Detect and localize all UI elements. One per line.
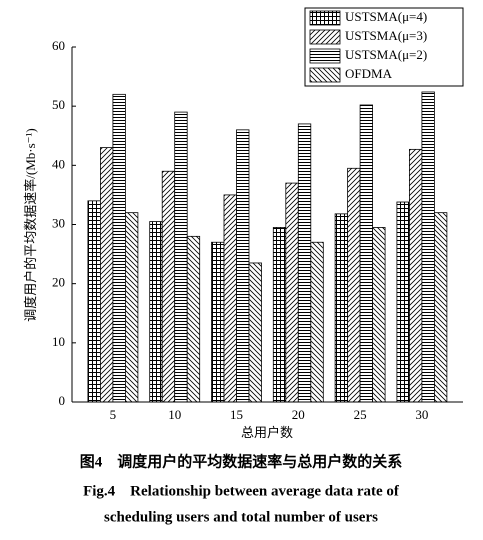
bar bbox=[408, 148, 423, 403]
bar bbox=[87, 200, 101, 403]
bar bbox=[211, 241, 225, 403]
legend-swatch bbox=[309, 48, 341, 64]
caption-cn: 图4 调度用户的平均数据速率与总用户数的关系 bbox=[80, 452, 403, 470]
x-axis-label: 总用户数 bbox=[241, 425, 293, 440]
bar bbox=[100, 147, 114, 403]
caption-en: scheduling users and total number of use… bbox=[104, 509, 378, 525]
bar bbox=[421, 91, 435, 403]
legend-swatch bbox=[309, 10, 341, 26]
bar bbox=[372, 227, 386, 403]
x-tick-label: 15 bbox=[230, 407, 243, 422]
y-tick-label: 0 bbox=[59, 393, 66, 408]
bar bbox=[310, 241, 324, 403]
x-tick-label: 20 bbox=[292, 407, 305, 422]
bar bbox=[359, 104, 374, 403]
legend-label: OFDMA bbox=[345, 66, 393, 81]
x-tick-label: 5 bbox=[110, 407, 117, 422]
y-tick-label: 10 bbox=[52, 334, 65, 349]
bar bbox=[223, 194, 237, 403]
bar bbox=[272, 227, 287, 403]
legend-label: USTSMA(μ=2) bbox=[345, 47, 427, 62]
x-tick-label: 10 bbox=[168, 407, 181, 422]
bar bbox=[347, 167, 361, 403]
x-tick-label: 30 bbox=[415, 407, 428, 422]
legend-swatch bbox=[309, 29, 341, 45]
bar bbox=[396, 201, 410, 403]
bar bbox=[125, 212, 139, 403]
bar bbox=[149, 221, 163, 403]
y-tick-label: 60 bbox=[52, 38, 65, 53]
bar bbox=[297, 123, 312, 403]
bar bbox=[186, 235, 201, 403]
caption-en: Fig.4 Relationship between average data … bbox=[83, 483, 400, 499]
bar bbox=[248, 262, 262, 403]
legend-label: USTSMA(μ=4) bbox=[345, 9, 427, 24]
y-tick-label: 20 bbox=[52, 275, 65, 290]
bar bbox=[161, 170, 176, 403]
legend-swatch bbox=[309, 67, 341, 83]
x-tick-label: 25 bbox=[354, 407, 367, 422]
bar bbox=[236, 129, 250, 403]
legend-label: USTSMA(μ=3) bbox=[345, 28, 427, 43]
bar bbox=[433, 212, 448, 403]
y-tick-label: 50 bbox=[52, 97, 65, 112]
bar bbox=[174, 111, 188, 403]
y-tick-label: 30 bbox=[52, 215, 65, 230]
y-tick-label: 40 bbox=[52, 156, 65, 171]
bar bbox=[334, 213, 349, 403]
bar bbox=[112, 93, 126, 403]
y-axis-label: 调度用户的平均数据速率/(Mb·s⁻¹) bbox=[23, 128, 38, 321]
bar bbox=[285, 182, 299, 403]
